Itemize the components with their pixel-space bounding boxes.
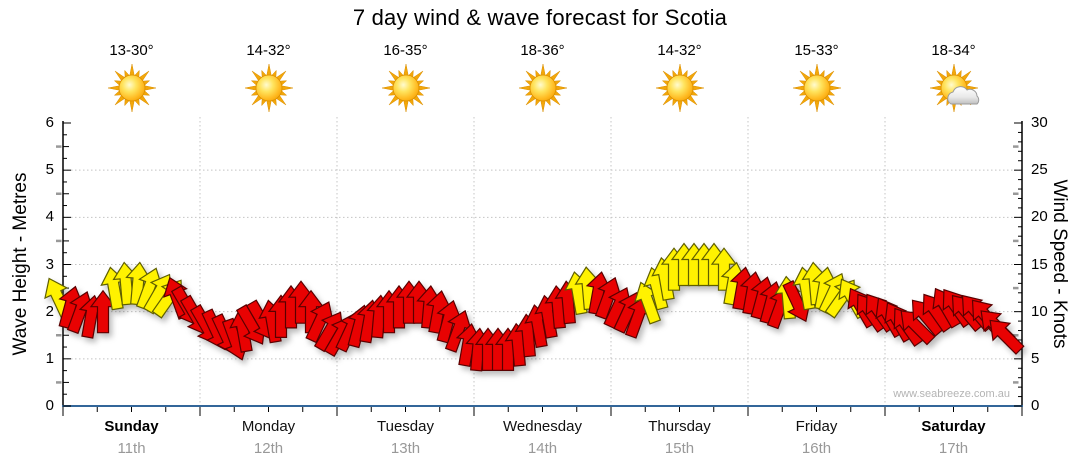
wind-arrow: [989, 319, 1025, 355]
forecast-day-friday: 15-33°: [748, 42, 885, 120]
wave-axis-tick-label: 6: [45, 114, 54, 131]
forecast-day-tuesday: 16-35°: [337, 42, 474, 120]
day-date-label: 12th: [253, 440, 284, 457]
sun-icon: [792, 63, 841, 113]
wind-axis-tick-label: 0: [1031, 397, 1040, 414]
temp-range-label: 15-33°: [794, 42, 839, 59]
forecast-day-wednesday: 18-36°: [474, 42, 611, 120]
forecast-day-thursday: 14-32°: [611, 42, 748, 120]
sun-icon: [244, 63, 293, 113]
wave-axis-tick-label: 2: [45, 302, 54, 320]
forecast-day-monday: 14-32°: [200, 42, 337, 120]
forecast-day-sunday: 13-30°: [63, 42, 200, 120]
temp-range-label: 18-36°: [520, 42, 565, 59]
sun-icon: [381, 63, 430, 113]
wind-axis-tick-label: 10: [1031, 302, 1048, 320]
day-date-label: 11th: [117, 440, 146, 457]
wind-axis-tick-label: 15: [1031, 255, 1048, 273]
day-date-label: 13th: [390, 440, 421, 457]
day-label-wednesday: Wednesday 14th: [474, 418, 611, 457]
sun-icon: [107, 63, 156, 113]
day-date-label: 14th: [527, 440, 558, 457]
watermark: www.seabreeze.com.au: [893, 388, 1010, 400]
temp-range-label: 18-34°: [931, 42, 976, 59]
sun-icon: [655, 63, 704, 113]
wind-axis-tick-label: 25: [1031, 161, 1048, 179]
wave-axis-tick-label: 4: [45, 208, 54, 226]
day-name-label: Tuesday: [377, 418, 434, 435]
day-label-tuesday: Tuesday 13th: [337, 418, 474, 457]
wave-axis-tick-label: 3: [45, 255, 54, 273]
day-name-label: Friday: [795, 418, 838, 435]
day-name-label: Monday: [241, 418, 296, 435]
day-label-saturday: Saturday 17th: [885, 418, 1022, 457]
day-label-friday: Friday 16th: [748, 418, 885, 457]
day-name-label: Wednesday: [503, 418, 582, 435]
sun-cloud-icon: [929, 63, 979, 113]
day-date-label: 16th: [801, 440, 832, 457]
sun-icon: [518, 63, 567, 113]
page-title: 7 day wind & wave forecast for Scotia: [352, 5, 728, 30]
temp-range-label: 13-30°: [109, 42, 154, 59]
day-label-sunday: Sunday 11th: [63, 418, 200, 457]
day-date-label: 17th: [938, 440, 969, 457]
day-date-label: 15th: [664, 440, 695, 457]
wind-axis-tick-label: 5: [1031, 349, 1040, 367]
wave-axis-tick-label: 5: [45, 161, 54, 179]
day-name-label: Thursday: [648, 418, 711, 435]
wave-axis-tick-label: 0: [45, 397, 54, 414]
day-name-label: Sunday: [104, 418, 159, 435]
day-label-thursday: Thursday 15th: [611, 418, 748, 457]
wave-axis-tick-label: 1: [45, 349, 54, 367]
temp-range-label: 16-35°: [383, 42, 428, 59]
day-label-monday: Monday 12th: [200, 418, 337, 457]
wind-axis-tick-label: 30: [1031, 114, 1048, 131]
wind-axis-tick-label: 20: [1031, 208, 1048, 226]
temp-range-label: 14-32°: [657, 42, 702, 59]
day-name-label: Saturday: [921, 418, 986, 435]
forecast-day-saturday: 18-34°: [885, 42, 1022, 120]
temp-range-label: 14-32°: [246, 42, 291, 59]
